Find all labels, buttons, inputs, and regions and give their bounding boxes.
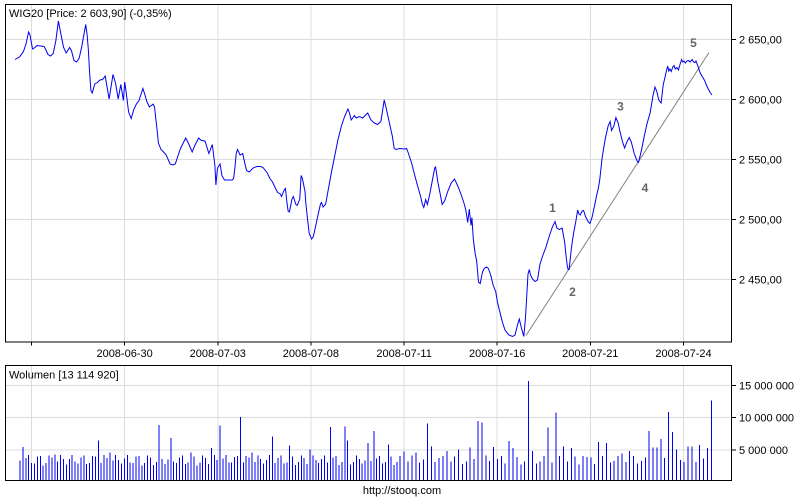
svg-text:5 000 000: 5 000 000 bbox=[739, 445, 788, 457]
svg-text:2 450,00: 2 450,00 bbox=[739, 275, 782, 287]
svg-text:2008-07-03: 2008-07-03 bbox=[190, 348, 246, 360]
svg-text:Wolumen [13 114 920]: Wolumen [13 114 920] bbox=[9, 370, 119, 382]
svg-text:2008-07-11: 2008-07-11 bbox=[376, 348, 431, 360]
svg-text:2: 2 bbox=[569, 285, 576, 299]
svg-text:15 000 000: 15 000 000 bbox=[739, 380, 794, 392]
svg-text:5: 5 bbox=[690, 36, 697, 50]
svg-text:2 500,00: 2 500,00 bbox=[739, 215, 782, 227]
svg-text:http://stooq.com: http://stooq.com bbox=[363, 485, 441, 497]
svg-text:3: 3 bbox=[617, 100, 624, 114]
svg-text:WIG20 [Price: 2 603,90] (-0,35: WIG20 [Price: 2 603,90] (-0,35%) bbox=[9, 8, 172, 20]
svg-text:2 550,00: 2 550,00 bbox=[739, 155, 782, 167]
svg-text:1: 1 bbox=[549, 201, 556, 215]
svg-text:2008-07-24: 2008-07-24 bbox=[655, 348, 711, 360]
svg-text:2 650,00: 2 650,00 bbox=[739, 35, 782, 47]
svg-text:2 600,00: 2 600,00 bbox=[739, 95, 782, 107]
svg-text:2008-07-16: 2008-07-16 bbox=[469, 348, 525, 360]
svg-text:4: 4 bbox=[642, 181, 649, 195]
svg-text:2008-07-21: 2008-07-21 bbox=[562, 348, 618, 360]
svg-text:2008-07-08: 2008-07-08 bbox=[283, 348, 339, 360]
svg-text:2008-06-30: 2008-06-30 bbox=[96, 348, 152, 360]
svg-text:10 000 000: 10 000 000 bbox=[739, 413, 794, 425]
